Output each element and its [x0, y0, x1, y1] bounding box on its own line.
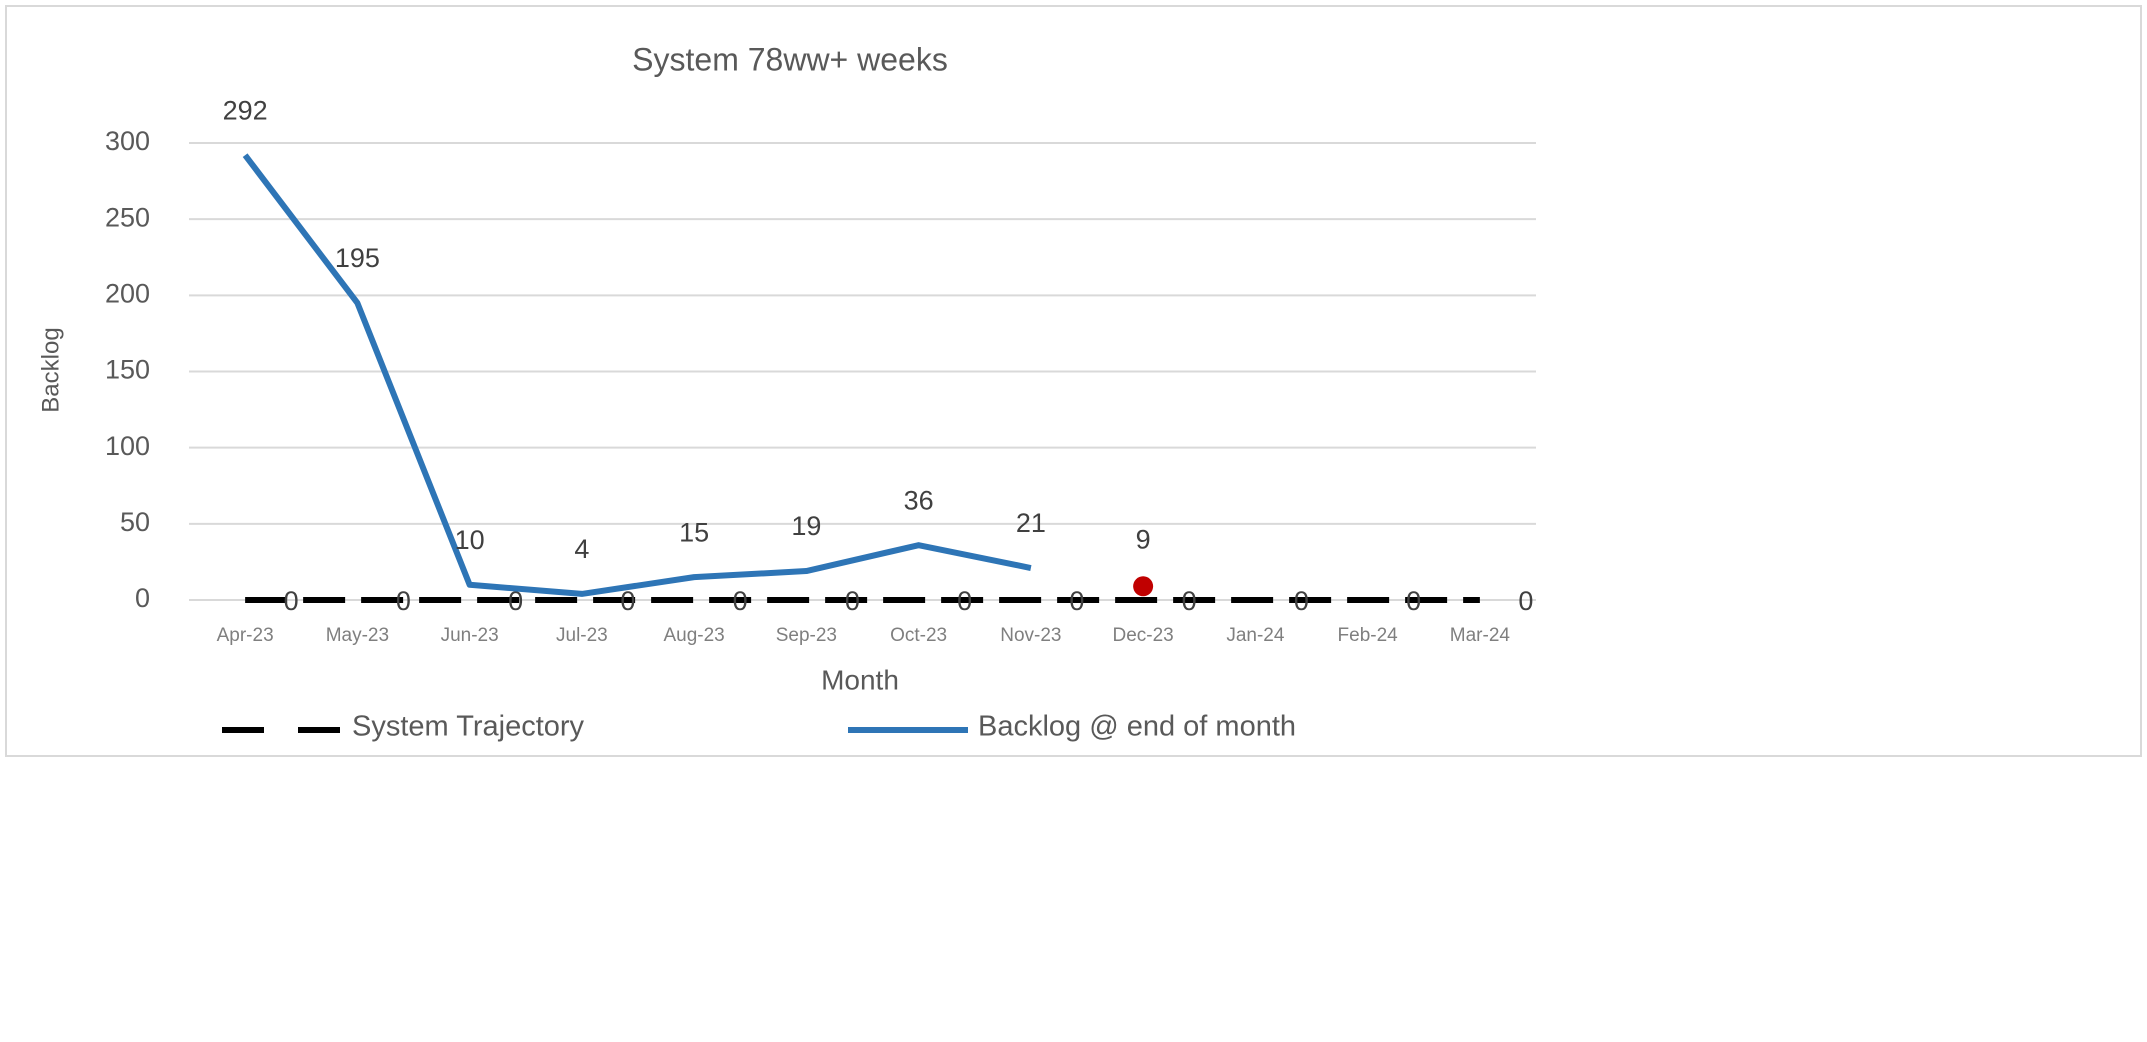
data-label: 0 — [620, 586, 635, 616]
x-tick-label: Feb-24 — [1338, 625, 1399, 646]
chart-title: System 78ww+ weeks — [632, 41, 948, 77]
y-tick-label: 100 — [105, 431, 150, 461]
x-tick-label: Apr-23 — [217, 625, 274, 646]
y-tick-label: 250 — [105, 202, 150, 232]
y-tick-label: 300 — [105, 126, 150, 156]
data-label: 0 — [284, 586, 299, 616]
data-label: 36 — [904, 485, 934, 515]
x-tick-label: Sep-23 — [776, 625, 837, 646]
data-label: 0 — [1182, 586, 1197, 616]
data-label: 15 — [679, 517, 709, 547]
data-label: 4 — [574, 534, 589, 564]
data-label: 0 — [508, 586, 523, 616]
data-label: 292 — [223, 95, 268, 125]
data-label: 0 — [845, 586, 860, 616]
x-tick-label: Jan-24 — [1226, 625, 1285, 646]
legend-label: System Trajectory — [352, 711, 585, 743]
x-tick-label: Jun-23 — [441, 625, 499, 646]
x-tick-label: Oct-23 — [890, 625, 947, 646]
y-axis-title: Backlog — [37, 327, 64, 412]
x-tick-label: Aug-23 — [663, 625, 724, 646]
data-label: 9 — [1136, 524, 1151, 554]
data-label: 0 — [1406, 586, 1421, 616]
y-tick-label: 0 — [135, 583, 150, 613]
chart-frame — [5, 5, 2142, 757]
data-label: 0 — [396, 586, 411, 616]
data-point — [1133, 576, 1154, 597]
data-label: 0 — [1069, 586, 1084, 616]
x-tick-label: Nov-23 — [1000, 625, 1061, 646]
x-tick-label: Dec-23 — [1113, 625, 1174, 646]
series-line — [242, 153, 1032, 597]
y-tick-label: 50 — [120, 507, 150, 537]
legend-label: Backlog @ end of month — [978, 711, 1296, 743]
data-label: 0 — [733, 586, 748, 616]
x-axis-title: Month — [821, 664, 899, 695]
data-label: 195 — [335, 243, 380, 273]
data-label: 10 — [455, 525, 485, 555]
data-label: 19 — [791, 511, 821, 541]
data-label: 0 — [1294, 586, 1309, 616]
data-label: 0 — [1518, 586, 1533, 616]
data-label: 0 — [957, 586, 972, 616]
y-tick-label: 150 — [105, 355, 150, 385]
data-label: 21 — [1016, 508, 1046, 538]
y-tick-label: 200 — [105, 278, 150, 308]
x-tick-label: Mar-24 — [1450, 625, 1511, 646]
x-tick-label: May-23 — [326, 625, 389, 646]
x-tick-label: Jul-23 — [556, 625, 608, 646]
